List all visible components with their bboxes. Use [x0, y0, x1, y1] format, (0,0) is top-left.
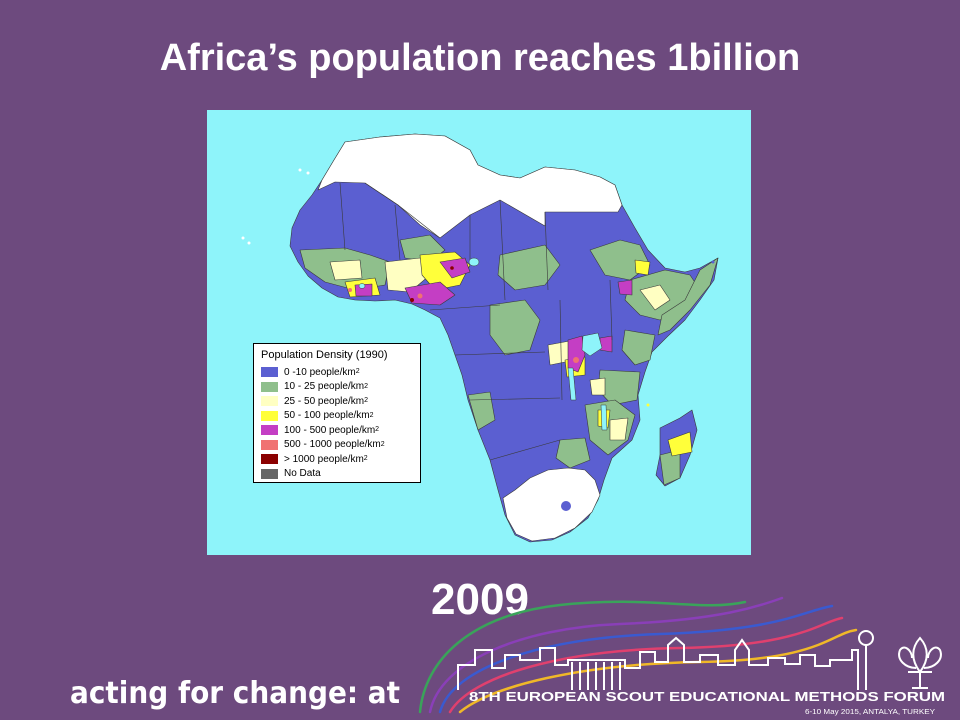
region-ethiopia-north	[634, 259, 651, 276]
legend-swatch	[261, 381, 278, 392]
skyline-outline	[457, 636, 859, 690]
map-legend: Population Density (1990) 0 -10 people/k…	[253, 343, 421, 483]
footer-logos: acting for change: at 8TH EUROPEAN SCOUT…	[70, 596, 945, 716]
region-mozambique-north	[609, 417, 629, 441]
city-lagos	[410, 298, 414, 302]
legend-label: 10 - 25 people/km	[284, 381, 365, 393]
fleur-base	[912, 672, 928, 689]
legend-swatch	[261, 439, 278, 450]
legend-list: 0 -10 people/km 2 10 - 25 people/km 2 25 - 5…	[261, 365, 385, 481]
red-swoosh	[448, 616, 844, 714]
comoros-islands	[646, 403, 650, 407]
legend-item: 10 - 25 people/km 2	[261, 380, 385, 395]
skyline-tower-top	[858, 630, 874, 646]
border-line	[609, 279, 613, 341]
purple-swoosh	[428, 596, 784, 714]
africa-land	[241, 133, 719, 543]
legend-swatch	[261, 367, 278, 378]
border-line	[454, 351, 546, 356]
region-malawi-north	[589, 377, 606, 396]
region-nigeria-west	[384, 257, 431, 293]
legend-label: 500 - 1000 people/km	[284, 439, 381, 451]
region-uganda-rwanda	[567, 335, 586, 373]
border-line	[499, 199, 506, 301]
scout-fleur-de-lis-icon	[898, 636, 942, 689]
lake-malawi	[600, 404, 608, 431]
region-kenya-highland	[599, 335, 613, 353]
legend-item: > 1000 people/km 2	[261, 452, 385, 467]
canary-islands	[298, 168, 302, 172]
legend-item: No Data	[261, 467, 385, 482]
border-line	[429, 304, 501, 311]
legend-item: 500 - 1000 people/km 2	[261, 438, 385, 453]
cape-verde-islands	[247, 241, 251, 245]
border-line	[469, 397, 561, 401]
border-line	[364, 182, 441, 239]
border-line	[559, 299, 563, 401]
legend-swatch	[261, 410, 278, 421]
border-line	[489, 439, 561, 461]
region-congo-centre	[489, 299, 541, 356]
acting-for-change-logo: acting for change: at	[70, 676, 400, 711]
border-line	[544, 211, 549, 291]
antalya-skyline	[457, 630, 874, 690]
year-label: 2009	[431, 575, 529, 624]
legend-swatch	[261, 468, 278, 479]
south-africa-region	[502, 467, 601, 542]
region-angola	[467, 391, 496, 431]
canary-islands	[306, 171, 310, 175]
legend-title: Population Density (1990)	[261, 349, 388, 361]
region-nigeria-dense	[417, 293, 423, 299]
legend-swatch	[261, 396, 278, 407]
country-borders	[339, 182, 613, 461]
forum-date-location-text: 6-10 May 2015, ANTALYA, TURKEY	[805, 709, 935, 716]
lake-victoria	[581, 332, 603, 357]
north-africa-region	[317, 133, 623, 239]
legend-label: 0 -10 people/km	[284, 366, 356, 378]
border-line	[339, 182, 346, 251]
legend-item: 50 - 100 people/km 2	[261, 409, 385, 424]
madagascar-yellow	[667, 431, 693, 457]
legend-label: 25 - 50 people/km	[284, 395, 365, 407]
fleur-center-petal	[912, 636, 928, 674]
legend-item: 25 - 50 people/km 2	[261, 394, 385, 409]
legend-swatch	[261, 454, 278, 465]
region-west-africa-inland	[329, 259, 363, 281]
lake-volta	[358, 283, 366, 289]
seychelles-island	[711, 260, 715, 264]
africa-population-map: Population Density (1990) 0 -10 people/k…	[207, 110, 751, 555]
region-zimbabwe	[555, 437, 591, 469]
lesotho-region	[561, 501, 571, 511]
region-nigeria-kano	[439, 257, 471, 279]
legend-item: 0 -10 people/km 2	[261, 365, 385, 380]
fleur-left-petal	[898, 646, 917, 669]
cape-verde-islands	[241, 236, 245, 240]
legend-label: 50 - 100 people/km	[284, 410, 370, 422]
legend-label: No Data	[284, 468, 321, 480]
legend-label: > 1000 people/km	[284, 453, 364, 465]
city-kano	[450, 266, 454, 270]
fleur-right-petal	[923, 646, 942, 669]
region-ethiopia-patch	[617, 279, 633, 296]
lakes	[358, 257, 608, 431]
lake-tanganyika	[567, 367, 577, 401]
legend-item: 100 - 500 people/km 2	[261, 423, 385, 438]
region-ghana-dense	[348, 288, 352, 292]
lake-chad	[468, 257, 480, 267]
forum-title-text: 8TH EUROPEAN SCOUT EDUCATIONAL METHODS F…	[469, 689, 945, 704]
skyline-arcade-columns	[571, 662, 621, 690]
region-central-african-republic	[497, 244, 561, 291]
region-somalia	[657, 257, 719, 336]
legend-label: 100 - 500 people/km	[284, 424, 376, 436]
map-canvas	[241, 133, 719, 543]
slide-title: Africa’s population reaches 1billion	[159, 37, 801, 79]
region-kenya	[621, 329, 656, 366]
region-sudan-east	[589, 239, 651, 281]
border-line	[394, 204, 401, 261]
legend-swatch	[261, 425, 278, 436]
green-swoosh	[418, 600, 747, 714]
region-ethiopia-highland	[639, 284, 671, 311]
region-rwanda-dense	[573, 357, 579, 363]
blue-swoosh	[438, 604, 834, 714]
